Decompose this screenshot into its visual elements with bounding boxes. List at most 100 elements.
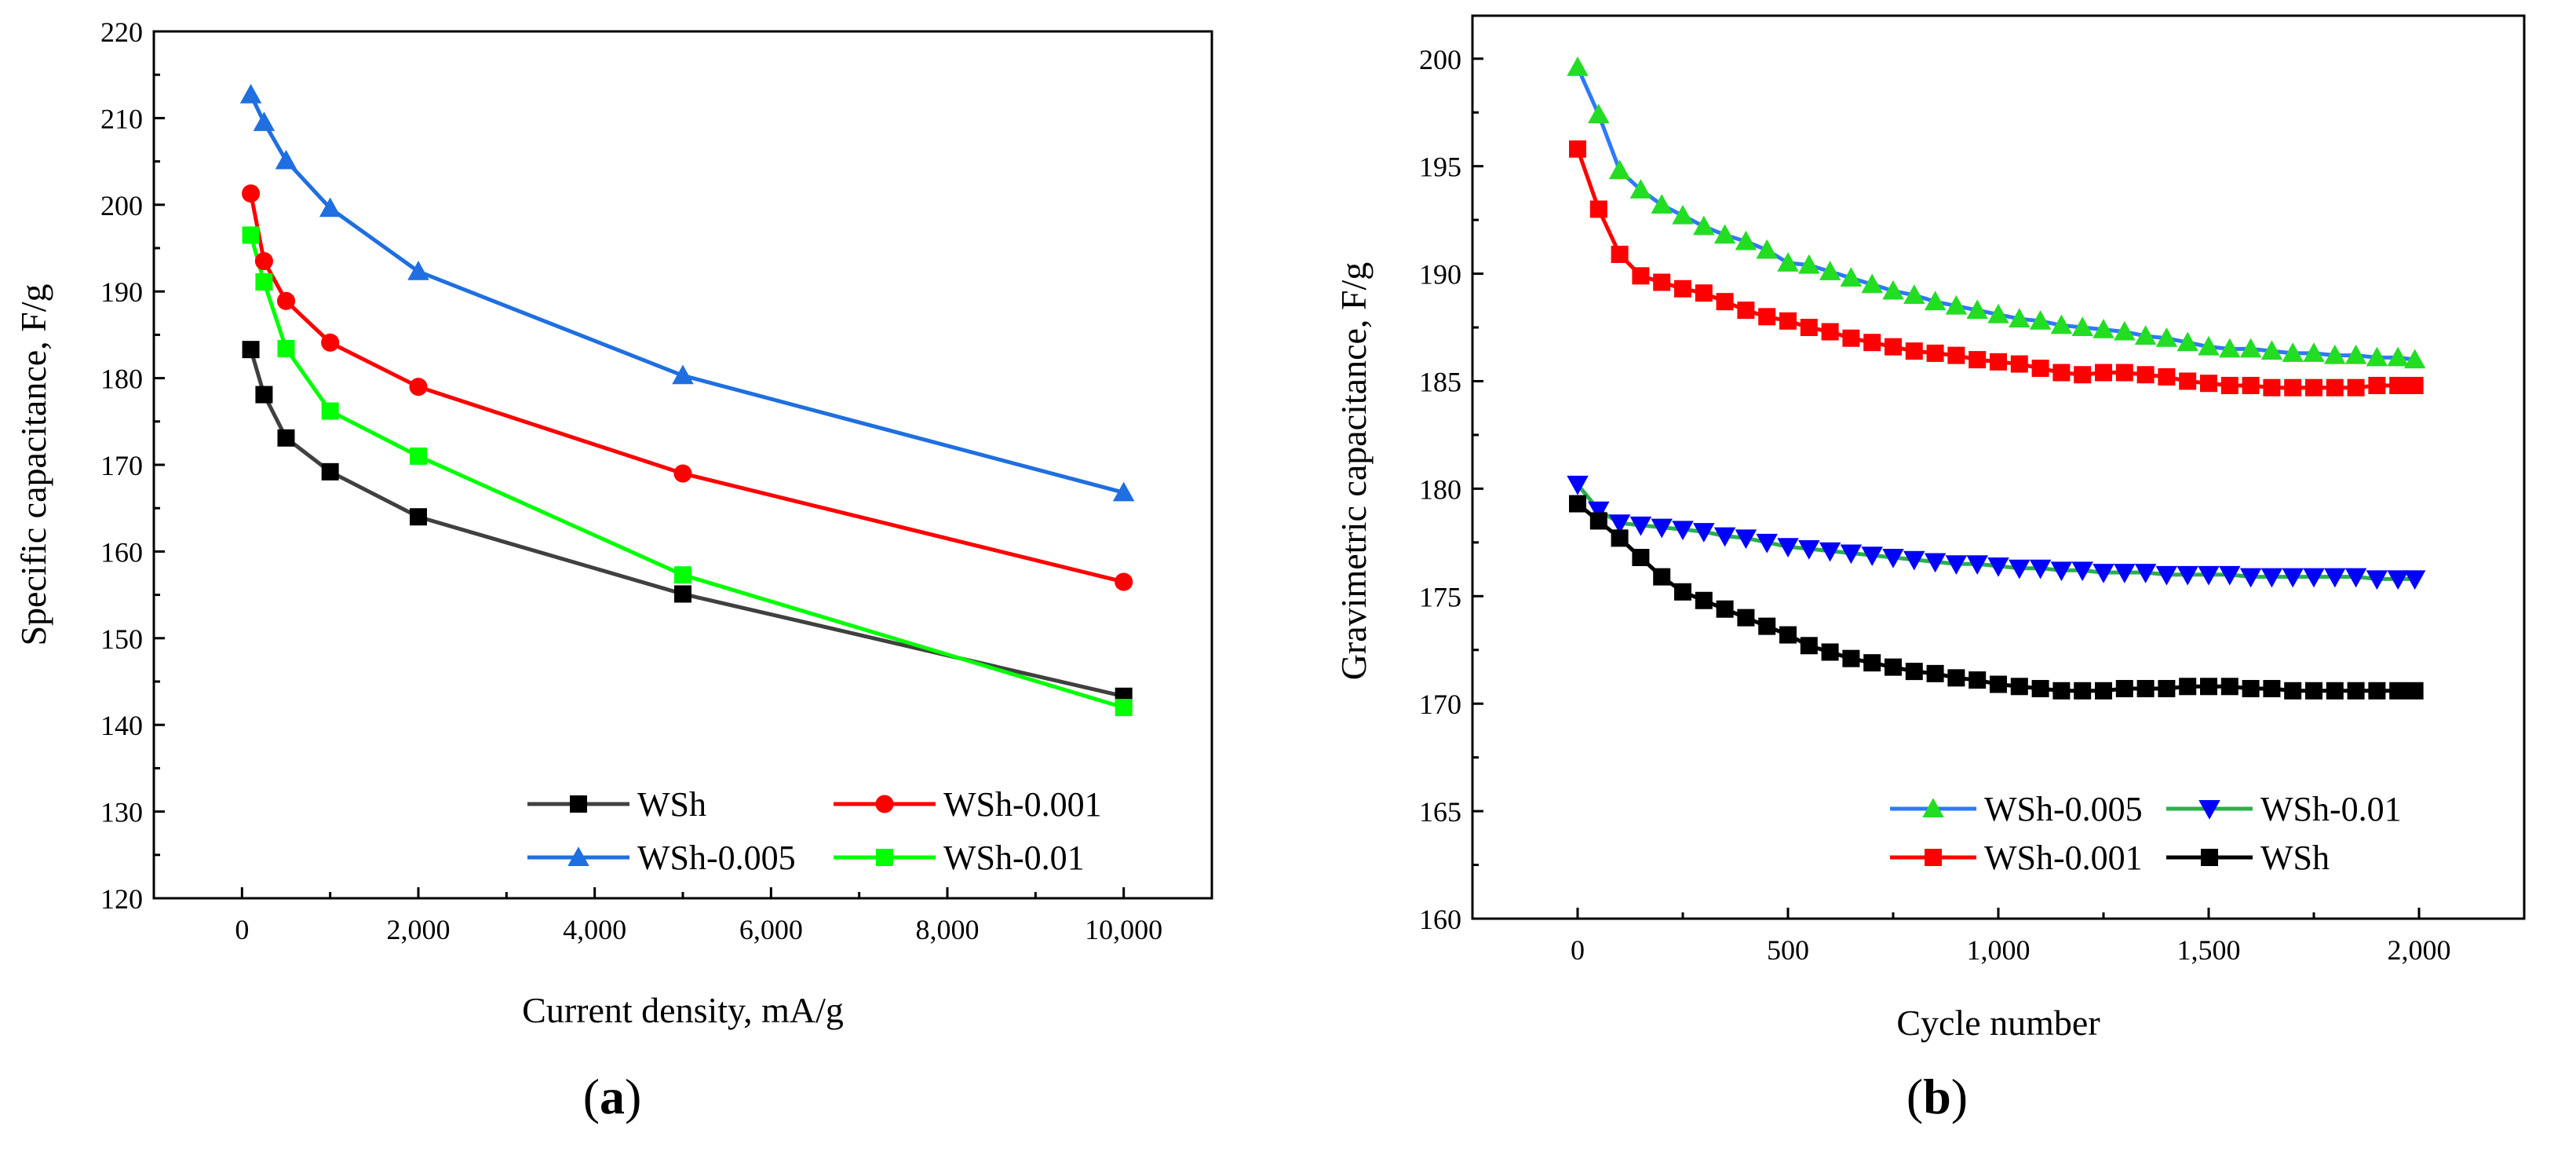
data-point-WSh-0.005 <box>1588 104 1610 123</box>
x-tick-label: 0 <box>1571 934 1585 966</box>
data-point-WSh-0.001 <box>2136 366 2155 384</box>
y-axis-label-a: Specific capacitance, F/g <box>13 283 53 645</box>
data-point-WSh <box>2010 678 2028 696</box>
data-point-WSh <box>2220 678 2238 696</box>
data-point-WSh-0.01 <box>1115 699 1133 717</box>
data-point-WSh-0.01 <box>2303 568 2325 588</box>
y-tick-label: 150 <box>100 623 143 655</box>
data-point-WSh-0.005 <box>2282 342 2304 362</box>
data-point-WSh <box>2406 682 2424 700</box>
data-point-WSh <box>1885 658 1902 676</box>
data-point-WSh <box>1611 529 1629 547</box>
data-point-WSh <box>2284 682 2302 700</box>
data-point-WSh-0.001 <box>1800 319 1818 337</box>
data-point-WSh-0.01 <box>1608 514 1631 534</box>
data-point-WSh-0.005 <box>2219 338 2241 358</box>
data-point-WSh-0.001 <box>1653 273 1671 291</box>
data-point-WSh-0.01 <box>1987 557 2009 577</box>
data-point-WSh-0.005 <box>2093 319 2114 338</box>
legend-label-WSh: WSh <box>2260 839 2330 877</box>
data-point-WSh-0.005 <box>2009 308 2031 328</box>
data-point-WSh <box>2200 678 2217 696</box>
data-point-WSh-0.01 <box>1651 518 1673 539</box>
chart-panel-b: 0 500 1,000 1,500 2,000 160 165 170 175 180 185 190… <box>1334 14 2526 1124</box>
data-point-WSh-0.005 <box>253 111 275 131</box>
data-point-WSh <box>2115 680 2133 698</box>
data-point-WSh-0.001 <box>1737 302 1755 320</box>
data-point-WSh <box>2031 680 2049 698</box>
data-point-WSh <box>2095 682 2112 700</box>
data-point-WSh <box>1926 664 1944 682</box>
data-point-WSh-0.005 <box>407 261 429 280</box>
data-point-WSh-0.001 <box>1716 293 1734 311</box>
data-point-WSh-0.01 <box>2282 568 2304 588</box>
data-point-WSh <box>2263 680 2281 698</box>
y-tick-label: 170 <box>100 450 143 481</box>
data-point-WSh-0.01 <box>1713 527 1736 547</box>
data-point-WSh <box>1632 549 1650 566</box>
data-point-WSh-0.005 <box>2050 314 2073 334</box>
plot-frame-b <box>1471 14 2526 920</box>
data-point-WSh-0.01 <box>1629 516 1652 536</box>
x-tick-label: 2,000 <box>2388 934 2451 966</box>
y-tick-label: 195 <box>1419 152 1461 183</box>
data-point-WSh <box>1716 600 1734 618</box>
panel-letter-a: a <box>600 1069 625 1124</box>
legend-label-WSh: WSh <box>637 785 706 824</box>
data-point-WSh-0.01 <box>1924 553 1947 573</box>
data-point-WSh-0.01 <box>2155 565 2178 586</box>
data-point-WSh <box>2305 682 2322 700</box>
x-tick-label: 1,500 <box>2177 934 2241 966</box>
data-point-WSh-0.001 <box>2284 378 2302 397</box>
data-point-WSh-0.005 <box>1903 284 1925 304</box>
data-point-WSh <box>1758 617 1776 635</box>
data-point-WSh-0.01 <box>321 402 339 420</box>
data-point-WSh-0.01 <box>2176 565 2198 586</box>
data-point-WSh-0.005 <box>1672 204 1694 225</box>
data-point-WSh-0.005 <box>1735 230 1757 250</box>
data-point-WSh <box>2158 680 2176 698</box>
data-point-WSh-0.005 <box>2134 325 2157 345</box>
data-point-WSh-0.001 <box>1926 344 1944 362</box>
data-point-WSh <box>2179 678 2197 696</box>
data-point-WSh <box>1968 671 1987 689</box>
data-point-WSh-0.005 <box>1987 303 2009 323</box>
x-tick-label: 500 <box>1767 934 1809 966</box>
data-point-WSh-0.001 <box>1885 338 1902 356</box>
legend-marker-WSh <box>2201 849 2218 866</box>
data-point-WSh <box>674 585 691 603</box>
data-point-WSh-0.01 <box>2324 568 2346 588</box>
data-point-WSh-0.005 <box>2260 340 2283 360</box>
data-point-WSh-0.01 <box>2050 561 2073 582</box>
data-point-WSh-0.005 <box>1882 280 1904 300</box>
panel-letter-b: b <box>1923 1069 1951 1124</box>
data-point-WSh <box>2368 682 2386 700</box>
x-tick-label: 6,000 <box>739 914 803 945</box>
data-point-WSh <box>1905 663 1923 681</box>
chart-panel-a: 0 2,000 4,000 6,000 8,000 10,000 120 130 140 150 1… <box>13 16 1213 1124</box>
legend-marker-WSh-0.005 <box>567 846 589 866</box>
legend-label-WSh-0.005: WSh-0.005 <box>1984 790 2143 828</box>
data-point-WSh <box>2242 680 2260 698</box>
legend-b: WSh-0.005 WSh-0.01 WSh-0.001 WSh <box>1890 790 2402 877</box>
data-point-WSh-0.01 <box>1945 555 1968 575</box>
legend-label-WSh-0.001: WSh-0.001 <box>1984 839 2143 877</box>
data-point-WSh-0.005 <box>2303 342 2325 362</box>
data-point-WSh <box>1674 583 1691 601</box>
data-point-WSh-0.01 <box>1903 550 1925 571</box>
data-point-WSh <box>242 341 260 359</box>
data-point-WSh-0.001 <box>2347 378 2365 397</box>
x-tick-label: 1,000 <box>1967 934 2031 966</box>
data-point-WSh-0.01 <box>2239 568 2262 588</box>
data-point-WSh <box>2052 682 2071 700</box>
data-point-WSh <box>410 508 427 526</box>
data-point-WSh-0.01 <box>2366 570 2388 590</box>
data-point-WSh-0.005 <box>1608 159 1631 180</box>
data-point-WSh-0.005 <box>319 197 341 217</box>
y-axis-label-b: Gravimetric capacitance, F/g <box>1334 262 1374 681</box>
data-point-WSh-0.005 <box>672 364 694 385</box>
data-point-WSh-0.005 <box>1756 239 1778 259</box>
x-tick-label: 10,000 <box>1085 914 1162 945</box>
data-point-WSh-0.01 <box>2260 568 2283 588</box>
y-tick-label: 120 <box>100 883 143 915</box>
